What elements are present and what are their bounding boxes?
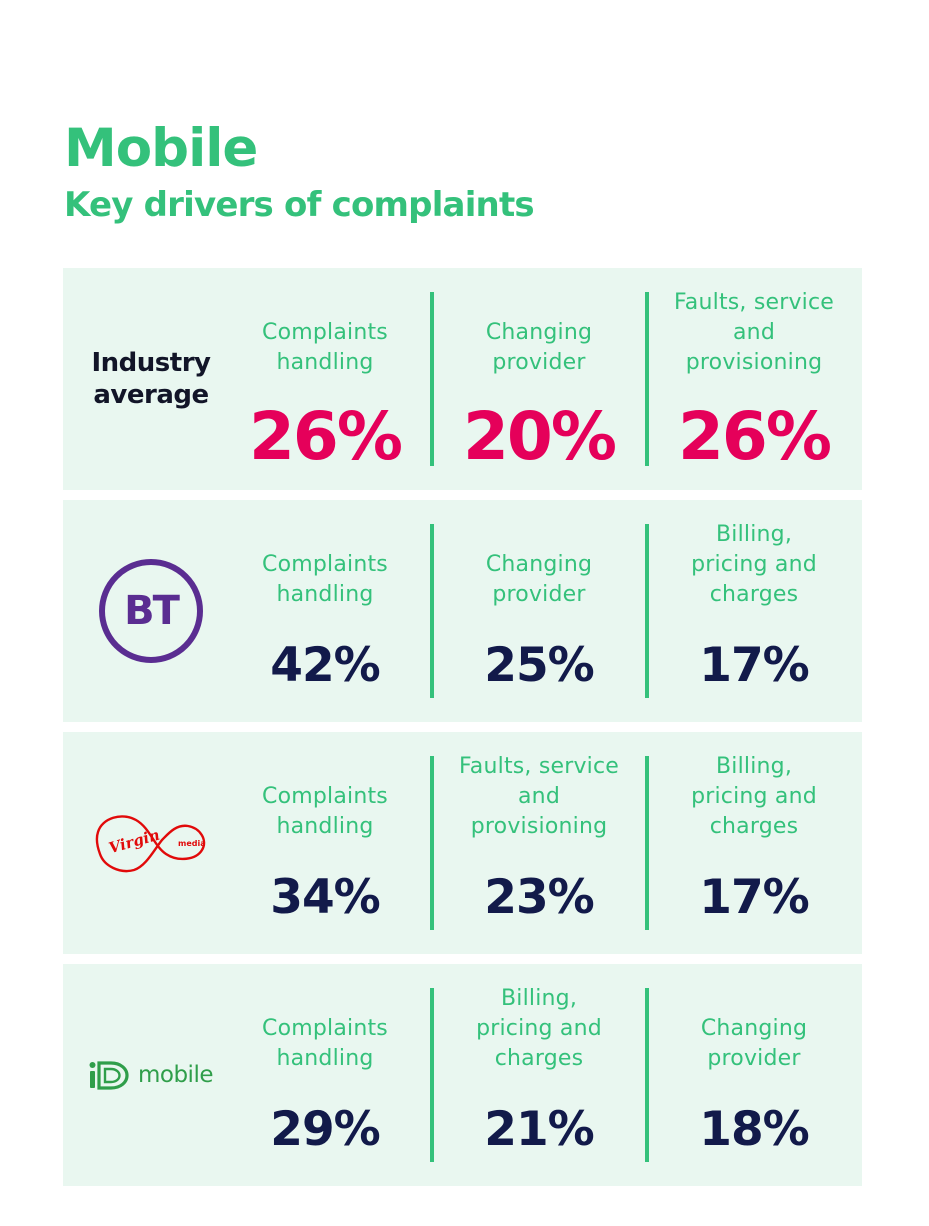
provider-cell: mobile	[63, 964, 239, 1186]
virgin-media-logo: Virgin media	[95, 815, 206, 873]
driver-label: Complaints handling	[262, 1016, 388, 1071]
driver-cell: Faults, service and provisioning 23%	[432, 732, 646, 954]
driver-label: Billing, pricing and charges	[476, 986, 602, 1071]
column-divider	[430, 524, 434, 698]
column-divider	[430, 292, 434, 466]
provider-cell: BT	[63, 500, 239, 722]
driver-value: 17%	[699, 870, 810, 925]
driver-cell: Complaints handling 26%	[218, 268, 432, 490]
driver-value: 42%	[270, 638, 381, 693]
driver-label: Changing provider	[700, 1016, 808, 1071]
driver-cell: Complaints handling 34%	[218, 732, 432, 954]
driver-value: 26%	[678, 398, 832, 475]
driver-cell: Billing, pricing and charges 17%	[647, 732, 861, 954]
id-mobile-logo: mobile	[89, 1059, 214, 1091]
driver-label: Billing, pricing and charges	[691, 522, 817, 607]
provider-cell: Industry average	[63, 268, 239, 490]
driver-value: 17%	[699, 638, 810, 693]
row-id-mobile: mobile Complaints handling 29% Billing, …	[63, 964, 862, 1186]
row-virgin-media: Virgin media Complaints handling 34% Fau…	[63, 732, 862, 954]
driver-label: Changing provider	[485, 552, 593, 607]
row-industry-average: Industry average Complaints handling 26%…	[63, 268, 862, 490]
driver-cell: Billing, pricing and charges 21%	[432, 964, 646, 1186]
bt-logo: BT	[99, 559, 203, 663]
page-subtitle: Key drivers of complaints	[64, 185, 535, 225]
driver-cell: Complaints handling 42%	[218, 500, 432, 722]
driver-value: 18%	[699, 1102, 810, 1157]
provider-rows: Industry average Complaints handling 26%…	[63, 268, 862, 1196]
provider-name-industry-average: Industry average	[91, 348, 211, 410]
column-divider	[430, 988, 434, 1162]
driver-label: Complaints handling	[262, 320, 388, 375]
driver-value: 25%	[484, 638, 595, 693]
driver-value: 29%	[270, 1102, 381, 1157]
row-bt: BT Complaints handling 42% Changing prov…	[63, 500, 862, 722]
driver-label: Billing, pricing and charges	[691, 754, 817, 839]
driver-value: 26%	[249, 398, 403, 475]
driver-value: 20%	[463, 398, 617, 475]
driver-cell: Faults, service and provisioning 26%	[647, 268, 861, 490]
driver-cell: Billing, pricing and charges 17%	[647, 500, 861, 722]
driver-value: 23%	[484, 870, 595, 925]
column-divider	[645, 988, 649, 1162]
driver-label: Complaints handling	[262, 784, 388, 839]
driver-label: Changing provider	[485, 320, 593, 375]
driver-value: 21%	[484, 1102, 595, 1157]
driver-value: 34%	[270, 870, 381, 925]
header: Mobile Key drivers of complaints	[64, 118, 535, 226]
driver-label: Faults, service and provisioning	[673, 290, 835, 375]
column-divider	[645, 524, 649, 698]
provider-name-bt: BT	[124, 588, 180, 634]
id-mobile-wordmark: mobile	[137, 1062, 214, 1088]
driver-cell: Changing provider 18%	[647, 964, 861, 1186]
provider-cell: Virgin media	[63, 732, 239, 954]
driver-label: Faults, service and provisioning	[458, 754, 620, 839]
page-title: Mobile	[64, 118, 258, 179]
column-divider	[430, 756, 434, 930]
column-divider	[645, 756, 649, 930]
column-divider	[645, 292, 649, 466]
media-logo-wordmark: media	[178, 839, 206, 848]
id-logo-mark	[89, 1061, 129, 1090]
driver-cell: Complaints handling 29%	[218, 964, 432, 1186]
driver-cell: Changing provider 20%	[432, 268, 646, 490]
driver-label: Complaints handling	[262, 552, 388, 607]
driver-cell: Changing provider 25%	[432, 500, 646, 722]
